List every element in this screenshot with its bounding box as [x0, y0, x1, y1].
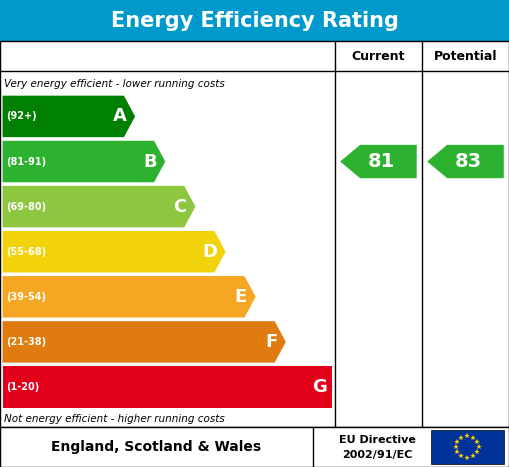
Bar — [0, 41, 509, 427]
Text: Current: Current — [352, 50, 405, 63]
Text: C: C — [174, 198, 187, 216]
Text: G: G — [313, 378, 327, 396]
Text: (39-54): (39-54) — [7, 292, 47, 302]
Polygon shape — [340, 145, 417, 178]
Text: England, Scotland & Wales: England, Scotland & Wales — [51, 440, 262, 454]
Polygon shape — [427, 145, 504, 178]
Text: B: B — [143, 153, 157, 170]
Polygon shape — [3, 366, 332, 408]
Text: (55-68): (55-68) — [7, 247, 47, 257]
Polygon shape — [3, 276, 256, 318]
Text: Energy Efficiency Rating: Energy Efficiency Rating — [110, 11, 399, 30]
Text: 81: 81 — [368, 152, 395, 171]
Polygon shape — [3, 141, 165, 182]
Text: F: F — [265, 333, 277, 351]
Text: Not energy efficient - higher running costs: Not energy efficient - higher running co… — [4, 414, 225, 424]
Text: (69-80): (69-80) — [7, 202, 47, 212]
Text: E: E — [235, 288, 247, 306]
Text: (21-38): (21-38) — [7, 337, 47, 347]
Text: (92+): (92+) — [7, 112, 37, 121]
Bar — [0, 0, 509, 41]
Text: Very energy efficient - lower running costs: Very energy efficient - lower running co… — [4, 79, 225, 89]
Bar — [431, 431, 504, 464]
Text: 2002/91/EC: 2002/91/EC — [343, 450, 413, 460]
Polygon shape — [3, 186, 195, 227]
Text: EU Directive: EU Directive — [340, 435, 416, 445]
Polygon shape — [3, 231, 225, 272]
Text: D: D — [202, 243, 217, 261]
Text: (81-91): (81-91) — [7, 156, 47, 167]
Bar — [0, 427, 509, 467]
Text: A: A — [112, 107, 126, 126]
Polygon shape — [3, 96, 135, 137]
Polygon shape — [3, 321, 286, 363]
Text: (1-20): (1-20) — [7, 382, 40, 392]
Text: Potential: Potential — [434, 50, 497, 63]
Text: 83: 83 — [455, 152, 482, 171]
